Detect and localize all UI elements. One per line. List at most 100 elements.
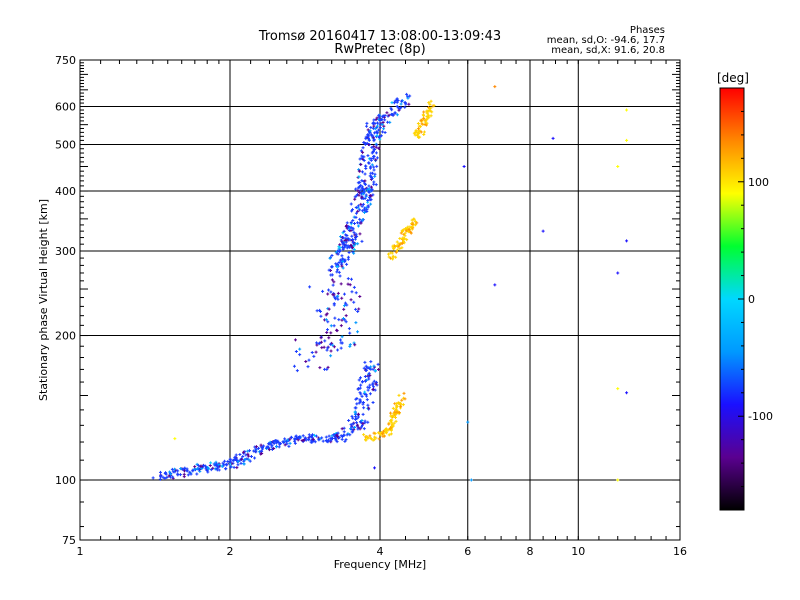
- data-point-o: [345, 221, 349, 225]
- data-point-o: [323, 339, 327, 343]
- data-point-o: [375, 380, 379, 384]
- data-point-o: [325, 330, 329, 334]
- data-point-o: [327, 336, 331, 340]
- data-point-o: [354, 415, 358, 419]
- data-point-o: [360, 204, 364, 208]
- colorbar-label: [deg]: [717, 71, 749, 85]
- data-point-o: [407, 102, 411, 106]
- data-point-o: [350, 425, 354, 429]
- data-point-o: [367, 406, 371, 410]
- data-point-o: [362, 190, 366, 194]
- data-point-o: [341, 257, 345, 261]
- data-point-o: [158, 477, 162, 481]
- data-point-o: [358, 157, 362, 161]
- data-point-o: [372, 165, 376, 169]
- data-point-o: [360, 191, 364, 195]
- data-point-o: [309, 435, 313, 439]
- data-point-o: [213, 467, 217, 471]
- data-point-o: [169, 475, 173, 479]
- data-point-o: [329, 354, 333, 358]
- data-point-o: [337, 318, 341, 322]
- data-point-o: [318, 310, 322, 314]
- data-point-o: [387, 113, 391, 117]
- data-point-o: [228, 460, 232, 464]
- data-point-o: [356, 310, 360, 314]
- data-point-o: [366, 205, 370, 209]
- data-point-o: [324, 435, 328, 439]
- data-point-x: [405, 238, 409, 242]
- data-point-o: [371, 381, 375, 385]
- data-point-o: [245, 457, 249, 461]
- data-point-o: [349, 202, 353, 206]
- data-point-o: [342, 236, 346, 240]
- data-point-o: [334, 262, 338, 266]
- data-point-o: [339, 346, 343, 350]
- data-point-o: [358, 295, 362, 299]
- scatter-point: [616, 478, 620, 482]
- data-point-o: [353, 406, 357, 410]
- data-point-o: [354, 211, 358, 215]
- data-point-o: [163, 476, 167, 480]
- data-point-o: [169, 472, 173, 476]
- data-point-o: [362, 187, 366, 191]
- data-point-o: [272, 446, 276, 450]
- data-point-o: [336, 291, 340, 295]
- data-point-o: [246, 452, 250, 456]
- data-point-o: [370, 163, 374, 167]
- data-point-x: [389, 428, 393, 432]
- data-point-o: [346, 282, 350, 286]
- data-point-o: [361, 146, 365, 150]
- data-point-o: [259, 443, 263, 447]
- data-point-o: [348, 238, 352, 242]
- data-point-o: [372, 124, 376, 128]
- data-point-o: [238, 453, 242, 457]
- data-point-o: [353, 222, 357, 226]
- data-point-o: [342, 229, 346, 233]
- data-point-o: [369, 360, 373, 364]
- data-point-o: [366, 388, 370, 392]
- data-point-o: [328, 342, 332, 346]
- data-point-o: [383, 130, 387, 134]
- data-point-o: [294, 350, 298, 354]
- data-point-o: [403, 100, 407, 104]
- data-point-o: [176, 473, 180, 477]
- data-point-o: [293, 439, 297, 443]
- data-point-o: [362, 427, 366, 431]
- data-point-o: [164, 472, 168, 476]
- data-point-o: [165, 475, 169, 479]
- colorbar-tick-label: 100: [748, 176, 769, 189]
- data-point-o: [369, 202, 373, 206]
- data-point-o: [359, 163, 363, 167]
- data-point-o: [354, 321, 358, 325]
- data-point-o: [372, 385, 376, 389]
- data-point-o: [356, 224, 360, 228]
- data-point-o: [360, 187, 364, 191]
- data-point-o: [354, 307, 358, 311]
- data-point-o: [377, 136, 381, 140]
- data-point-o: [372, 168, 376, 172]
- data-point-o: [332, 280, 336, 284]
- data-point-o: [347, 327, 351, 331]
- data-point-o: [362, 406, 366, 410]
- data-point-o: [191, 468, 195, 472]
- y-tick-label: 500: [55, 139, 76, 152]
- data-point-o: [285, 442, 289, 446]
- data-point-o: [346, 255, 350, 259]
- data-point-o: [188, 470, 192, 474]
- data-point-o: [369, 185, 373, 189]
- data-point-o: [330, 436, 334, 440]
- data-point-o: [376, 367, 380, 371]
- y-tick-label: 400: [55, 185, 76, 198]
- data-point-o: [351, 228, 355, 232]
- data-point-o: [350, 209, 354, 213]
- data-point-o: [345, 234, 349, 238]
- data-point-o: [268, 442, 272, 446]
- data-point-o: [365, 398, 369, 402]
- phase-stats-heading: Phases: [630, 25, 665, 36]
- data-point-o: [217, 463, 221, 467]
- data-point-o: [286, 438, 290, 442]
- data-point-o: [332, 433, 336, 437]
- data-point-o: [359, 149, 363, 153]
- data-point-o: [276, 439, 280, 443]
- data-point-o: [371, 400, 375, 404]
